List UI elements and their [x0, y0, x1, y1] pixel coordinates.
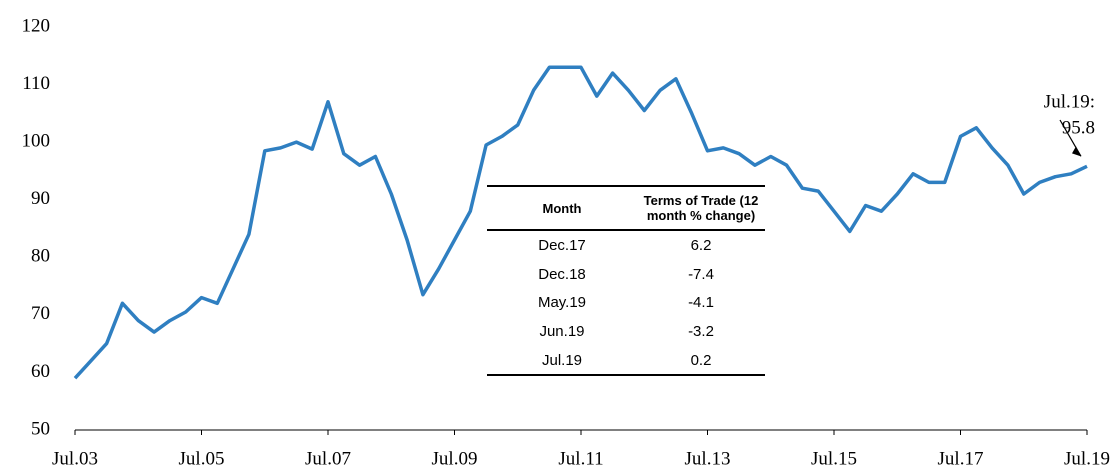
y-tick-label: 80	[31, 246, 50, 267]
x-tick-label: Jul.13	[685, 448, 731, 469]
table-header: Month	[487, 185, 637, 231]
table-header: Terms of Trade (12 month % change)	[637, 185, 765, 231]
table-cell: Jun.19	[539, 322, 585, 340]
x-tick-label: Jul.07	[305, 448, 351, 469]
table-cell: -7.4	[688, 265, 714, 283]
y-tick-label: 110	[22, 73, 50, 94]
annotation: 95.8	[1062, 117, 1095, 138]
table-cell: Dec.17	[538, 236, 586, 254]
table-cell: Jul.19	[487, 345, 637, 377]
y-tick-label: 70	[31, 303, 50, 324]
y-tick-label: 50	[31, 418, 50, 439]
x-tick-label: Jul.11	[558, 448, 603, 469]
y-tick-label: 100	[22, 131, 51, 152]
arrow-head	[1072, 146, 1081, 157]
y-tick-label: 120	[22, 15, 51, 36]
table-cell: -4.1	[688, 294, 714, 312]
table-cell: 0.2	[637, 345, 765, 377]
table-cell: May.19	[537, 294, 587, 312]
x-tick-label: Jul.05	[179, 448, 225, 469]
table-cell: -3.2	[688, 322, 714, 340]
x-tick-label: Jul.17	[938, 448, 984, 469]
table-cell: Dec.18	[538, 265, 586, 283]
x-tick-label: Jul.19	[1064, 448, 1110, 469]
y-tick-label: 60	[31, 361, 50, 382]
table-cell: 6.2	[690, 236, 712, 254]
x-tick-label: Jul.03	[52, 448, 98, 469]
y-tick-label: 90	[31, 188, 50, 209]
annotation: Jul.19:	[1044, 91, 1095, 112]
x-tick-label: Jul.15	[811, 448, 857, 469]
series-line	[73, 65, 1088, 380]
data-table: Month Terms of Trade (12 month % change) D…	[487, 185, 765, 377]
x-tick-label: Jul.09	[432, 448, 478, 469]
